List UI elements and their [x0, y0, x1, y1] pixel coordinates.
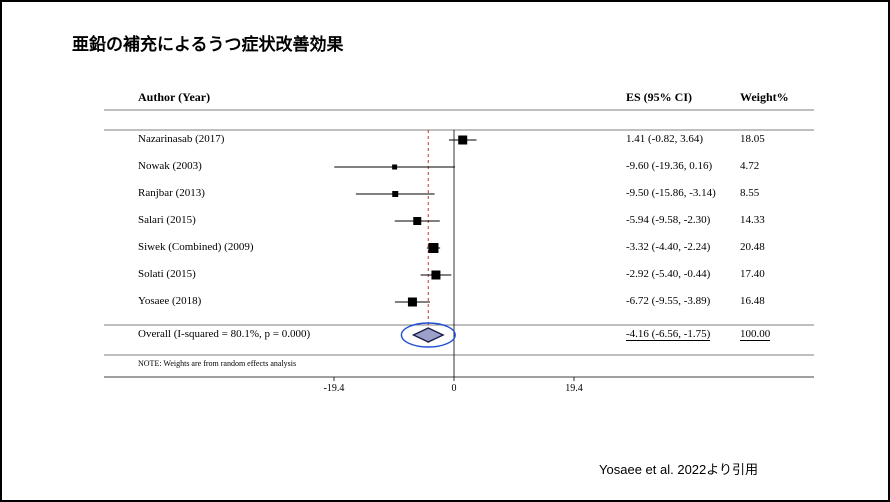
- study-es: -9.60 (-19.36, 0.16): [626, 160, 712, 172]
- study-label: Nowak (2003): [138, 160, 202, 172]
- study-label: Yosaee (2018): [138, 295, 201, 307]
- study-label: Solati (2015): [138, 268, 196, 280]
- study-label: Ranjbar (2013): [138, 187, 205, 199]
- study-es: -3.32 (-4.40, -2.24): [626, 241, 710, 253]
- study-weight: 4.72: [740, 160, 759, 172]
- study-es: -5.94 (-9.58, -2.30): [626, 214, 710, 226]
- study-es: -9.50 (-15.86, -3.14): [626, 187, 716, 199]
- study-weight: 16.48: [740, 295, 765, 307]
- study-weight: 20.48: [740, 241, 765, 253]
- study-label: Salari (2015): [138, 214, 196, 226]
- axis-tick: -19.4: [324, 383, 345, 394]
- page-title: 亜鉛の補充によるうつ症状改善効果: [72, 30, 344, 55]
- study-weight: 18.05: [740, 133, 765, 145]
- study-es: 1.41 (-0.82, 3.64): [626, 133, 703, 145]
- axis-tick: 19.4: [565, 383, 583, 394]
- citation-text: Yosaee et al. 2022より引用: [599, 459, 758, 478]
- study-weight: 8.55: [740, 187, 759, 199]
- study-weight: 14.33: [740, 214, 765, 226]
- axis-tick: 0: [452, 383, 457, 394]
- study-es: -6.72 (-9.55, -3.89): [626, 295, 710, 307]
- overall-label: Overall (I-squared = 80.1%, p = 0.000): [138, 328, 310, 340]
- study-weight: 17.40: [740, 268, 765, 280]
- overall-es: -4.16 (-6.56, -1.75): [626, 328, 710, 341]
- forest-plot: Author (Year) ES (95% CI) Weight% Nazari…: [104, 90, 814, 430]
- plot-note: NOTE: Weights are from random effects an…: [138, 359, 296, 368]
- study-label: Siwek (Combined) (2009): [138, 241, 253, 253]
- document-frame: 亜鉛の補充によるうつ症状改善効果 Author (Year) ES (95% C…: [0, 0, 890, 502]
- overall-weight: 100.00: [740, 328, 770, 341]
- study-es: -2.92 (-5.40, -0.44): [626, 268, 710, 280]
- study-label: Nazarinasab (2017): [138, 133, 224, 145]
